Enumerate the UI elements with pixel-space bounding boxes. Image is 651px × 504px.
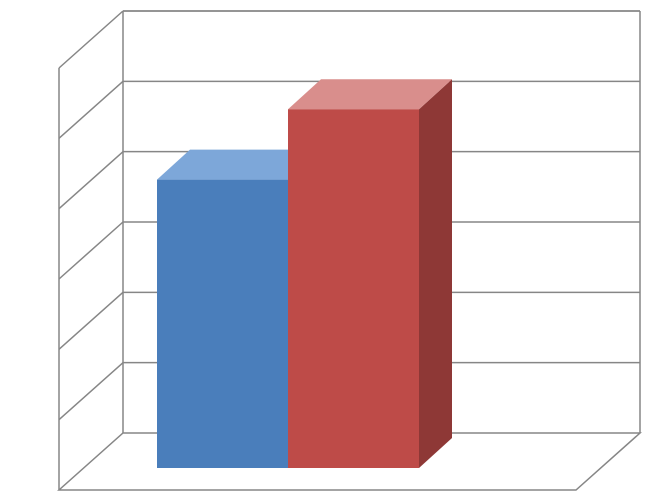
bar-2-front (288, 109, 419, 468)
bar-1-front (157, 180, 288, 468)
chart-svg (0, 0, 651, 504)
chart-3d-bar (0, 0, 651, 504)
bar-2-side (419, 79, 452, 468)
